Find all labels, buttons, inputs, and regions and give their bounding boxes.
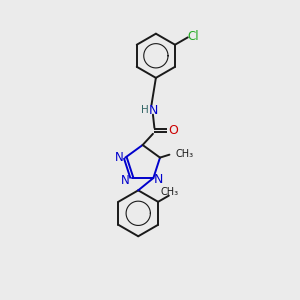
Text: N: N	[114, 151, 123, 164]
Text: N: N	[154, 173, 164, 186]
Text: N: N	[149, 104, 158, 117]
Text: N: N	[121, 174, 130, 187]
Text: Cl: Cl	[187, 30, 199, 43]
Text: H: H	[141, 105, 149, 115]
Text: CH₃: CH₃	[176, 149, 194, 159]
Text: CH₃: CH₃	[160, 187, 178, 196]
Text: O: O	[169, 124, 178, 137]
